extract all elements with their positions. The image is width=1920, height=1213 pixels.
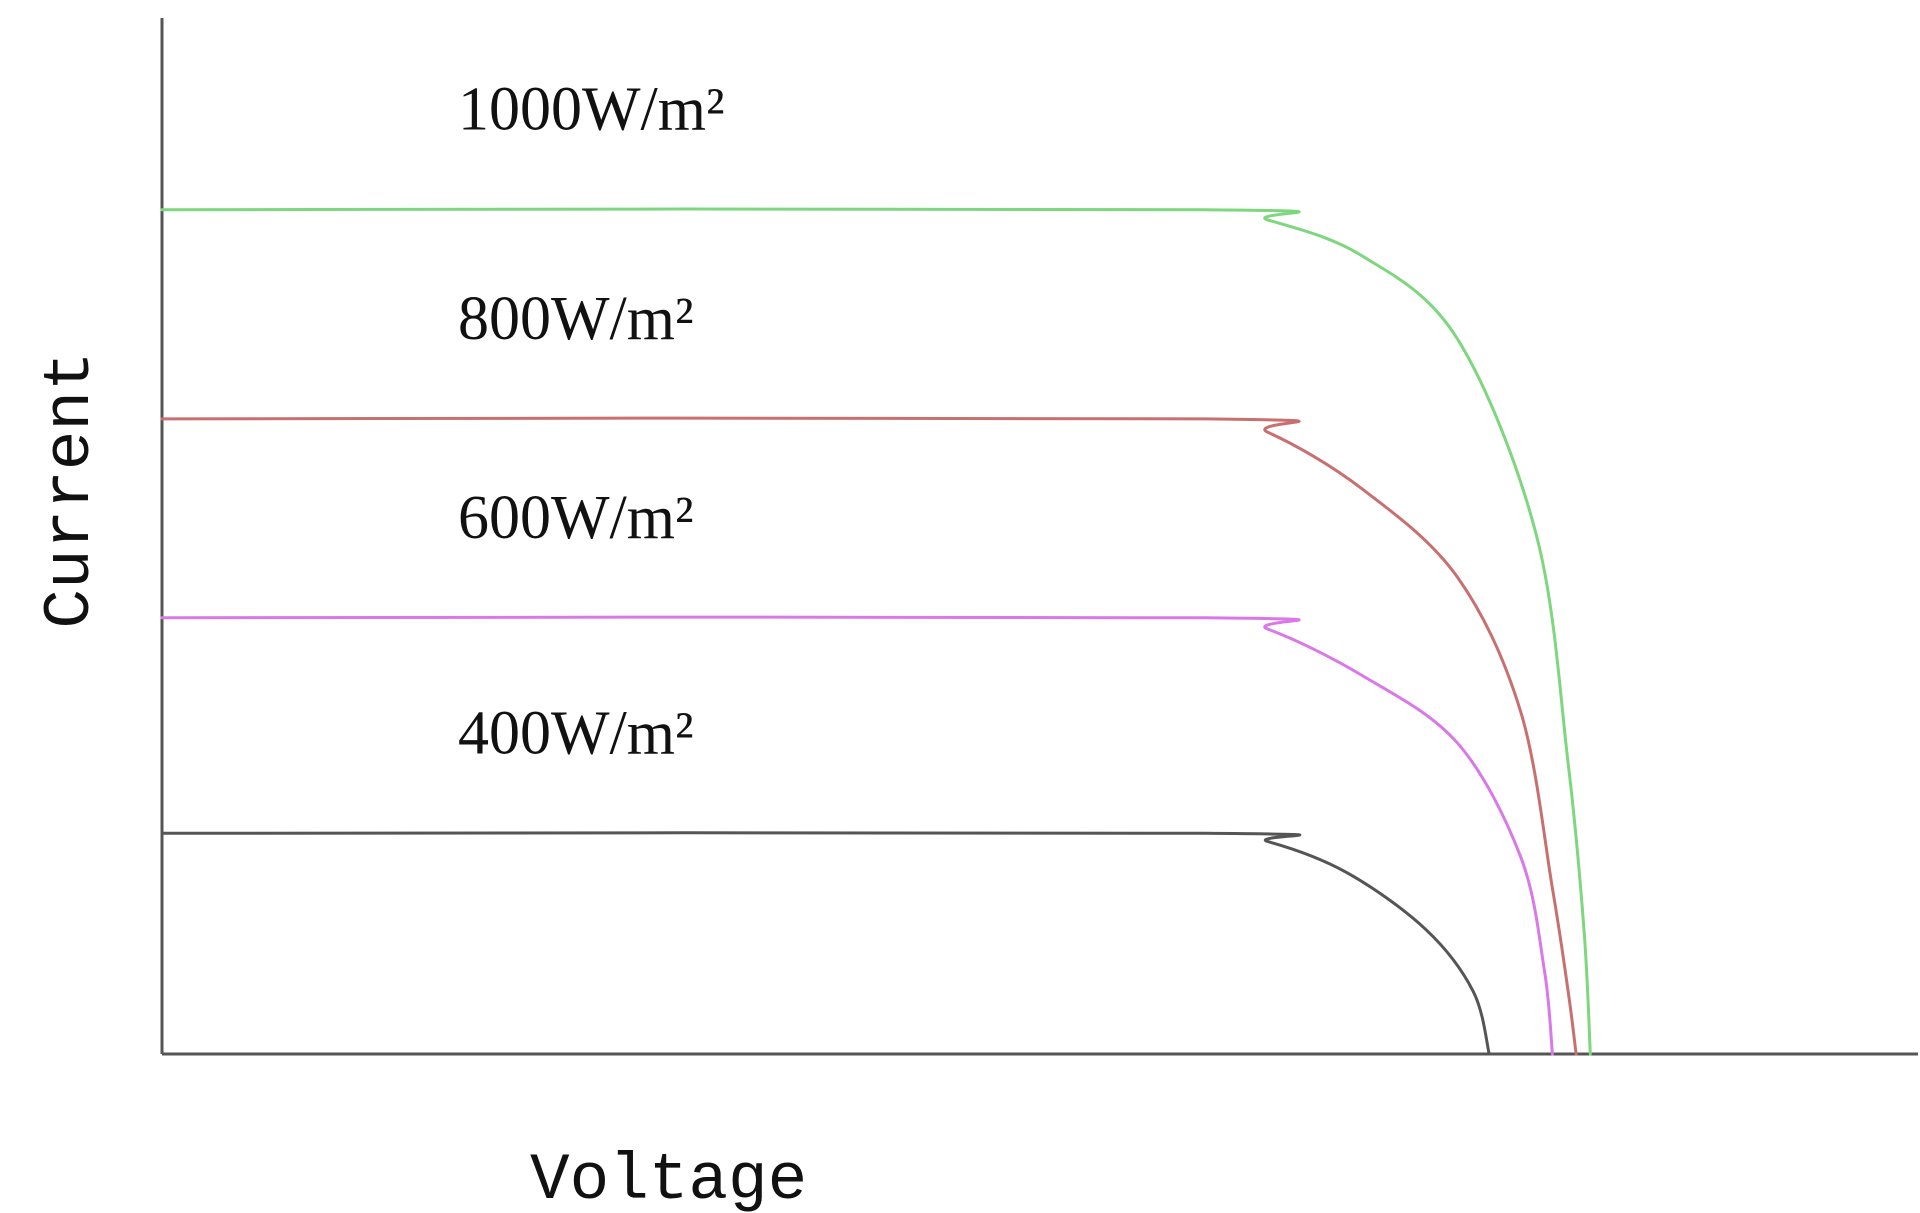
series-labels: 1000W/m² 800W/m² 600W/m² 400W/m²: [458, 76, 725, 768]
series-label-1: 800W/m²: [458, 285, 694, 353]
series-label-2: 600W/m²: [458, 484, 694, 552]
x-axis-title: Voltage: [530, 1143, 807, 1213]
series-line-2: [160, 615, 1554, 1056]
series-line-3: [160, 831, 1491, 1056]
series-label-0: 1000W/m²: [458, 76, 725, 144]
axes: [160, 18, 1918, 1056]
series-line-1: [160, 416, 1578, 1056]
y-axis-title: Current: [33, 351, 108, 628]
series-label-3: 400W/m²: [458, 699, 694, 767]
series-line-0: [160, 207, 1592, 1056]
series-layer: [160, 207, 1592, 1056]
